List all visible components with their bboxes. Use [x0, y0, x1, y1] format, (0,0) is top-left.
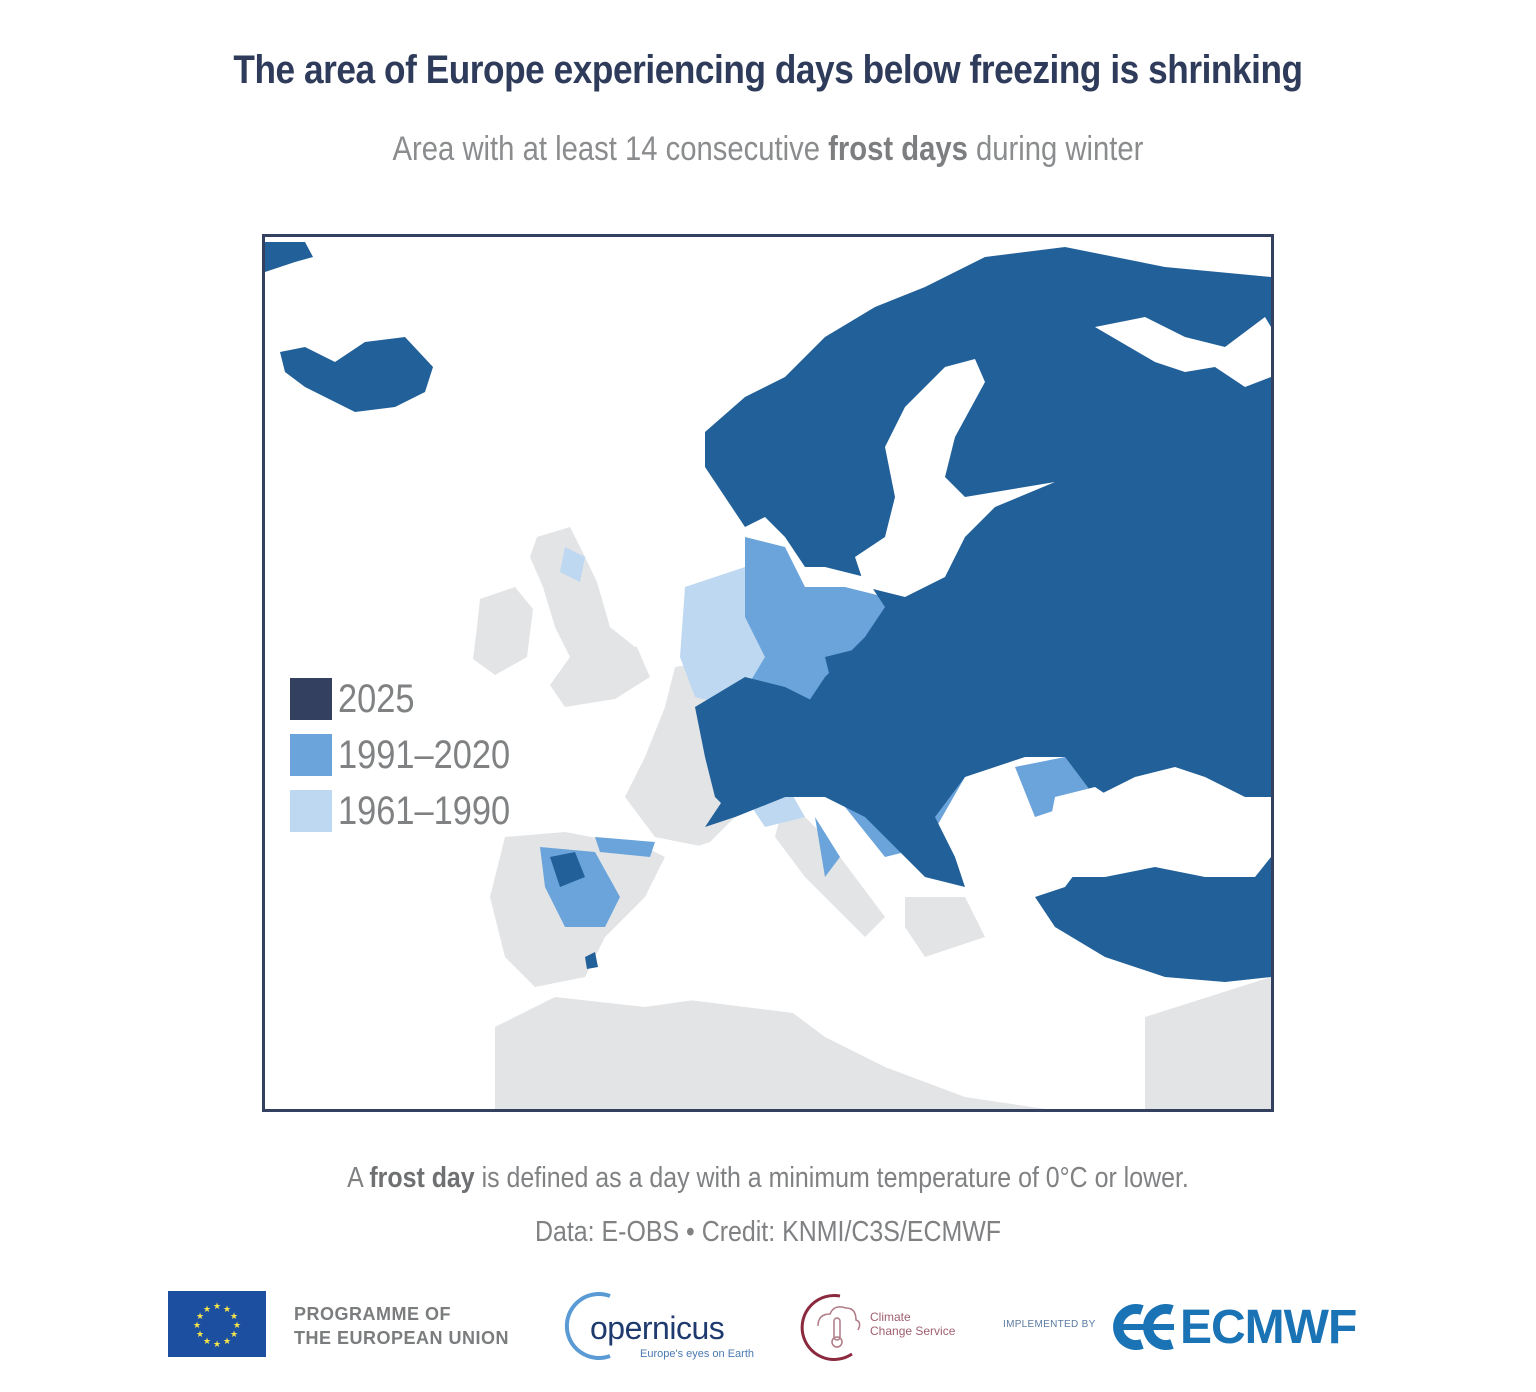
frost-day-definition: A frost day is defined as a day with a m… — [108, 1162, 1429, 1195]
sea-layer — [595, 317, 1271, 1037]
ecmwf-symbol-icon — [1113, 1304, 1174, 1350]
definition-bold-text: frost day — [369, 1162, 475, 1194]
legend-swatch-1991-2020 — [290, 734, 332, 776]
thermometer-cloud-icon — [800, 1293, 861, 1361]
map-legend: 2025 1991–2020 1961–1990 — [290, 671, 538, 839]
subtitle-text-end: during winter — [967, 130, 1144, 168]
svg-text:★: ★ — [213, 1340, 221, 1350]
data-credit: Data: E-OBS • Credit: KNMI/C3S/ECMWF — [534, 1216, 1002, 1248]
eu-text-line2: THE EUROPEAN UNION — [294, 1328, 510, 1348]
copernicus-arc-icon — [564, 1292, 611, 1360]
svg-text:★: ★ — [203, 1337, 211, 1347]
europe-frost-map: 2025 1991–2020 1961–1990 — [262, 234, 1274, 1112]
svg-text:★: ★ — [223, 1305, 231, 1315]
subtitle-bold-text: frost days — [828, 130, 968, 168]
definition-text: A — [347, 1162, 370, 1194]
logo-bar: ★ ★ ★ ★ ★ ★ ★ ★ ★ ★ ★ ★ PROGRAMME OF THE EUROPEA… — [0, 1288, 1536, 1368]
definition-text-end: is defined as a day with a minimum tempe… — [474, 1162, 1189, 1194]
svg-text:★: ★ — [196, 1330, 204, 1340]
page-title: The area of Europe experiencing days bel… — [233, 48, 1303, 92]
ecmwf-logo: ECMWF — [1112, 1300, 1382, 1354]
eu-programme-text: PROGRAMME OF THE EUROPEAN UNION — [294, 1302, 509, 1350]
page-subtitle: Area with at least 14 consecutive frost … — [108, 130, 1429, 169]
legend-label-2025: 2025 — [338, 676, 415, 721]
legend-item-1961-1990: 1961–1990 — [290, 783, 538, 839]
svg-text:★: ★ — [203, 1305, 211, 1315]
legend-swatch-2025 — [290, 678, 332, 720]
eu-flag-icon: ★ ★ ★ ★ ★ ★ ★ ★ ★ ★ ★ ★ — [168, 1291, 266, 1357]
c3s-text-line2: Change Service — [870, 1324, 956, 1338]
svg-text:★: ★ — [230, 1330, 238, 1340]
svg-text:★: ★ — [223, 1337, 231, 1347]
copernicus-wordmark: opernicus — [590, 1310, 725, 1346]
subtitle-text: Area with at least 14 consecutive — [392, 130, 829, 168]
c3s-text-line1: Climate — [870, 1310, 911, 1324]
svg-text:★: ★ — [196, 1312, 204, 1322]
legend-item-2025: 2025 — [290, 671, 538, 727]
implemented-by-text: IMPLEMENTED BY — [1003, 1319, 1096, 1330]
c3s-logo: Climate Change Service — [800, 1288, 970, 1364]
svg-text:★: ★ — [233, 1321, 241, 1331]
copernicus-logo: opernicus Europe's eyes on Earth — [560, 1288, 760, 1364]
legend-label-1991-2020: 1991–2020 — [338, 732, 511, 777]
legend-swatch-1961-1990 — [290, 790, 332, 832]
c3s-text: Climate Change Service — [870, 1310, 955, 1338]
svg-text:★: ★ — [213, 1302, 221, 1312]
svg-text:★: ★ — [193, 1321, 201, 1331]
ecmwf-wordmark: ECMWF — [1180, 1301, 1357, 1354]
copernicus-tagline: Europe's eyes on Earth — [640, 1348, 755, 1360]
eu-text-line1: PROGRAMME OF — [294, 1304, 451, 1324]
frost-2025-layer — [265, 242, 1271, 982]
legend-label-1961-1990: 1961–1990 — [338, 788, 511, 833]
map-graphic — [265, 242, 1271, 1109]
svg-text:★: ★ — [230, 1312, 238, 1322]
legend-item-1991-2020: 1991–2020 — [290, 727, 538, 783]
